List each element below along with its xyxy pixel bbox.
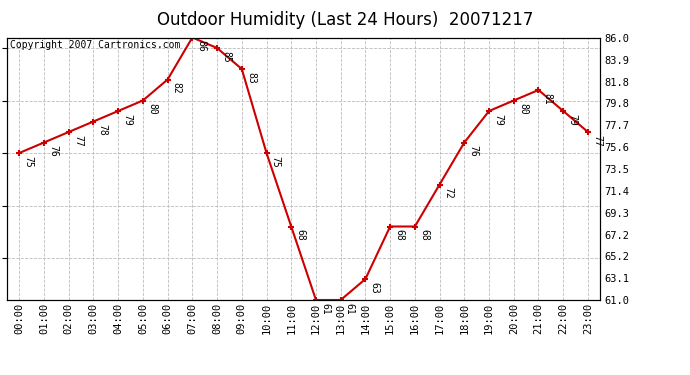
Text: 79: 79 (567, 114, 578, 126)
Text: 83: 83 (246, 72, 256, 84)
Text: 79: 79 (493, 114, 503, 126)
Text: Copyright 2007 Cartronics.com: Copyright 2007 Cartronics.com (10, 40, 180, 50)
Text: 61: 61 (345, 303, 355, 315)
Text: 76: 76 (469, 145, 478, 157)
Text: 72: 72 (444, 187, 454, 199)
Text: 75: 75 (270, 156, 281, 168)
Text: Outdoor Humidity (Last 24 Hours)  20071217: Outdoor Humidity (Last 24 Hours) 2007121… (157, 11, 533, 29)
Text: 80: 80 (147, 103, 157, 115)
Text: 68: 68 (394, 229, 404, 241)
Text: 81: 81 (542, 93, 553, 105)
Text: 80: 80 (518, 103, 528, 115)
Text: 79: 79 (122, 114, 132, 126)
Text: 85: 85 (221, 51, 231, 63)
Text: 82: 82 (172, 82, 181, 94)
Text: 86: 86 (197, 40, 206, 52)
Text: 77: 77 (592, 135, 602, 147)
Text: 77: 77 (73, 135, 83, 147)
Text: 68: 68 (295, 229, 306, 241)
Text: 68: 68 (419, 229, 429, 241)
Text: 63: 63 (370, 282, 380, 294)
Text: 61: 61 (320, 303, 330, 315)
Text: 76: 76 (48, 145, 58, 157)
Text: 75: 75 (23, 156, 33, 168)
Text: 78: 78 (97, 124, 108, 136)
